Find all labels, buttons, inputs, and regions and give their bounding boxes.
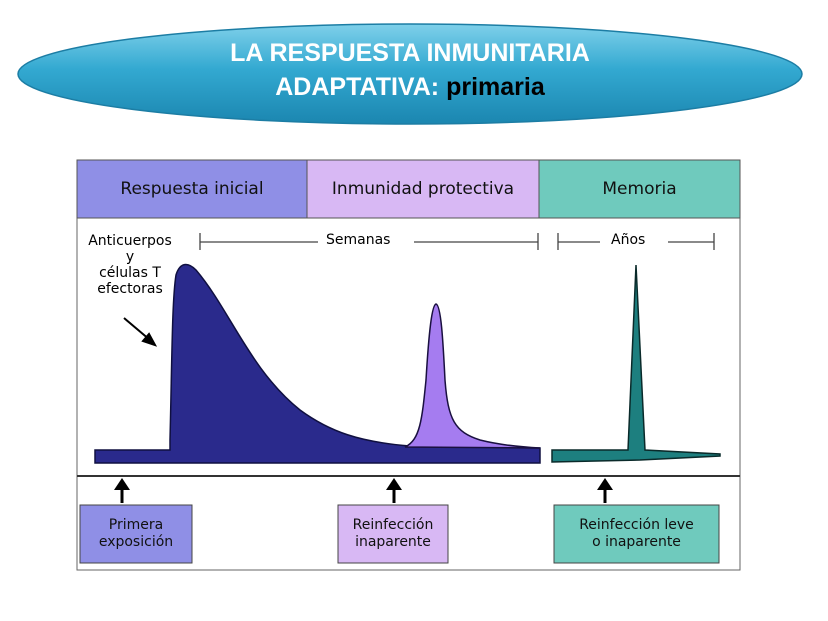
phase-band-initial: [76, 159, 308, 219]
title-line-2: ADAPTATIVA: primaria: [14, 70, 806, 104]
phase-band-memory: [538, 159, 741, 219]
years-label: Años: [611, 232, 646, 248]
event-arrow-3: [597, 478, 613, 503]
event-box-mild-reinfection: [553, 504, 720, 564]
event-arrow-2: [386, 478, 402, 503]
label-pointer-arrow: [123, 317, 158, 347]
primary-response-curve: [94, 263, 541, 464]
event-box-first-exposure: [79, 504, 193, 564]
event-label-first-exposure: Primera exposición: [98, 517, 174, 550]
event-arrow-1: [114, 478, 130, 503]
curve-label: Anticuerpos y células T efectoras: [88, 233, 172, 297]
memory-response-curve: [551, 264, 721, 463]
weeks-scale: [199, 233, 539, 250]
event-box-reinfection: [337, 504, 449, 564]
phase-label-protective: Inmunidad protectiva: [331, 179, 515, 199]
title-emphasis: primaria: [446, 73, 545, 101]
event-label-mild-reinfection: Reinfección leve o inaparente: [579, 517, 694, 550]
title-banner: [17, 23, 803, 125]
page-title: LA RESPUESTA INMUNITARIA ADAPTATIVA: pri…: [14, 36, 806, 104]
phase-label-initial: Respuesta inicial: [120, 179, 264, 199]
weeks-label: Semanas: [326, 232, 391, 248]
event-label-reinfection: Reinfección inaparente: [352, 517, 434, 550]
phase-label-memory: Memoria: [602, 179, 677, 199]
title-line-1: LA RESPUESTA INMUNITARIA: [230, 39, 590, 67]
years-scale: [557, 233, 715, 250]
secondary-response-curve: [404, 303, 541, 449]
phase-band-protective: [306, 159, 540, 219]
title-line-2-prefix: ADAPTATIVA:: [275, 73, 447, 101]
